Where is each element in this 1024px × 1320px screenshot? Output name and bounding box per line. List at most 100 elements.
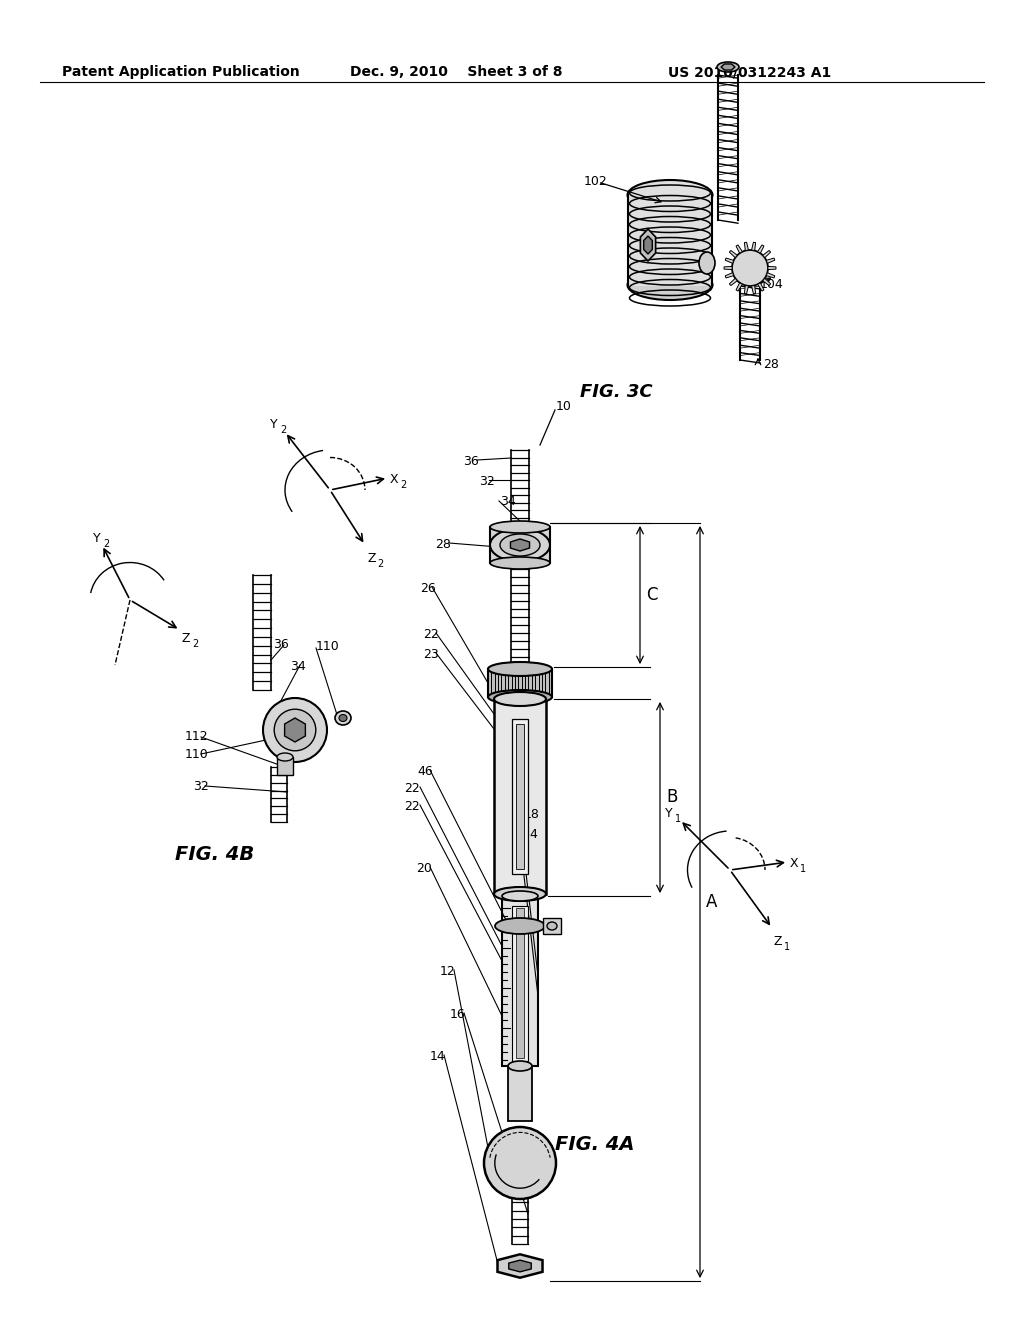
Text: Patent Application Publication: Patent Application Publication xyxy=(62,65,300,79)
Text: Y: Y xyxy=(665,807,673,820)
Text: Z: Z xyxy=(367,552,376,565)
Text: 1: 1 xyxy=(800,865,806,874)
Ellipse shape xyxy=(494,887,546,902)
Ellipse shape xyxy=(628,271,713,300)
Polygon shape xyxy=(285,718,305,742)
Ellipse shape xyxy=(490,557,550,569)
Text: 28: 28 xyxy=(763,358,779,371)
Text: 36: 36 xyxy=(463,455,479,469)
Ellipse shape xyxy=(699,252,715,275)
Polygon shape xyxy=(729,279,737,285)
Text: 22: 22 xyxy=(404,781,420,795)
Ellipse shape xyxy=(263,698,327,762)
Text: X: X xyxy=(390,473,398,486)
Ellipse shape xyxy=(490,528,550,561)
Ellipse shape xyxy=(508,1061,532,1071)
Ellipse shape xyxy=(717,62,739,73)
Bar xyxy=(512,906,528,1061)
Text: 23: 23 xyxy=(423,648,438,661)
Text: Z: Z xyxy=(182,632,190,645)
Ellipse shape xyxy=(502,891,538,902)
Ellipse shape xyxy=(490,521,550,533)
Polygon shape xyxy=(752,285,756,294)
Text: FIG. 3C: FIG. 3C xyxy=(580,383,652,401)
Bar xyxy=(508,1067,532,1121)
Bar xyxy=(490,527,550,564)
Polygon shape xyxy=(758,246,764,253)
Circle shape xyxy=(732,249,768,286)
Text: 2: 2 xyxy=(400,480,407,490)
Polygon shape xyxy=(758,282,764,292)
Text: 32: 32 xyxy=(193,780,209,793)
Text: US 2010/0312243 A1: US 2010/0312243 A1 xyxy=(668,65,831,79)
Bar xyxy=(488,669,552,697)
Text: FIG. 4A: FIG. 4A xyxy=(555,1135,635,1154)
Polygon shape xyxy=(511,539,529,550)
Text: 22: 22 xyxy=(404,800,420,813)
Text: 12: 12 xyxy=(440,965,456,978)
Polygon shape xyxy=(763,279,771,285)
Bar xyxy=(516,908,524,1059)
Polygon shape xyxy=(736,246,742,253)
Text: 36: 36 xyxy=(273,638,289,651)
Text: 32: 32 xyxy=(479,475,495,488)
Text: 20: 20 xyxy=(416,862,432,875)
Text: 22: 22 xyxy=(423,628,438,642)
Ellipse shape xyxy=(628,180,713,210)
Bar xyxy=(512,719,528,874)
Ellipse shape xyxy=(547,921,557,931)
Polygon shape xyxy=(763,251,771,257)
Text: 28: 28 xyxy=(435,539,451,550)
Bar xyxy=(516,723,524,869)
Ellipse shape xyxy=(488,663,552,676)
Polygon shape xyxy=(729,251,737,257)
Ellipse shape xyxy=(494,692,546,706)
Text: B: B xyxy=(666,788,677,807)
Bar xyxy=(278,756,293,775)
Text: 102: 102 xyxy=(584,176,608,187)
Text: 2: 2 xyxy=(103,539,110,549)
Text: 1: 1 xyxy=(675,814,681,824)
Bar xyxy=(543,917,561,935)
Text: 104: 104 xyxy=(760,279,783,290)
Text: 34: 34 xyxy=(290,660,306,673)
Polygon shape xyxy=(744,243,749,251)
Polygon shape xyxy=(766,257,775,264)
Polygon shape xyxy=(644,236,652,253)
Polygon shape xyxy=(752,243,756,251)
Bar xyxy=(628,195,713,286)
Text: 18: 18 xyxy=(524,808,540,821)
Text: 2: 2 xyxy=(280,425,287,436)
Text: Y: Y xyxy=(270,418,278,432)
Text: 2: 2 xyxy=(377,558,383,569)
Polygon shape xyxy=(509,1261,531,1272)
Text: 112: 112 xyxy=(185,730,209,743)
Polygon shape xyxy=(640,228,655,261)
Text: Z: Z xyxy=(774,935,782,948)
Ellipse shape xyxy=(339,714,347,722)
Ellipse shape xyxy=(488,690,552,704)
Text: FIG. 4B: FIG. 4B xyxy=(175,845,254,865)
Polygon shape xyxy=(725,257,733,264)
Bar xyxy=(494,700,546,894)
Text: 1: 1 xyxy=(784,942,791,952)
Text: 16: 16 xyxy=(450,1008,466,1020)
Bar xyxy=(502,896,538,1067)
Text: 110: 110 xyxy=(316,640,340,653)
Ellipse shape xyxy=(278,752,293,762)
Circle shape xyxy=(484,1127,556,1199)
Text: 34: 34 xyxy=(500,495,516,508)
Polygon shape xyxy=(725,273,733,279)
Polygon shape xyxy=(744,285,749,294)
Text: 26: 26 xyxy=(420,582,436,595)
Text: A: A xyxy=(706,894,718,911)
Text: Dec. 9, 2010    Sheet 3 of 8: Dec. 9, 2010 Sheet 3 of 8 xyxy=(350,65,562,79)
Text: 46: 46 xyxy=(417,766,433,777)
Text: C: C xyxy=(646,586,657,605)
Ellipse shape xyxy=(495,917,545,935)
Text: 10: 10 xyxy=(556,400,571,413)
Polygon shape xyxy=(498,1254,543,1278)
Text: 74: 74 xyxy=(522,828,538,841)
Text: 110: 110 xyxy=(185,748,209,762)
Ellipse shape xyxy=(335,711,351,725)
